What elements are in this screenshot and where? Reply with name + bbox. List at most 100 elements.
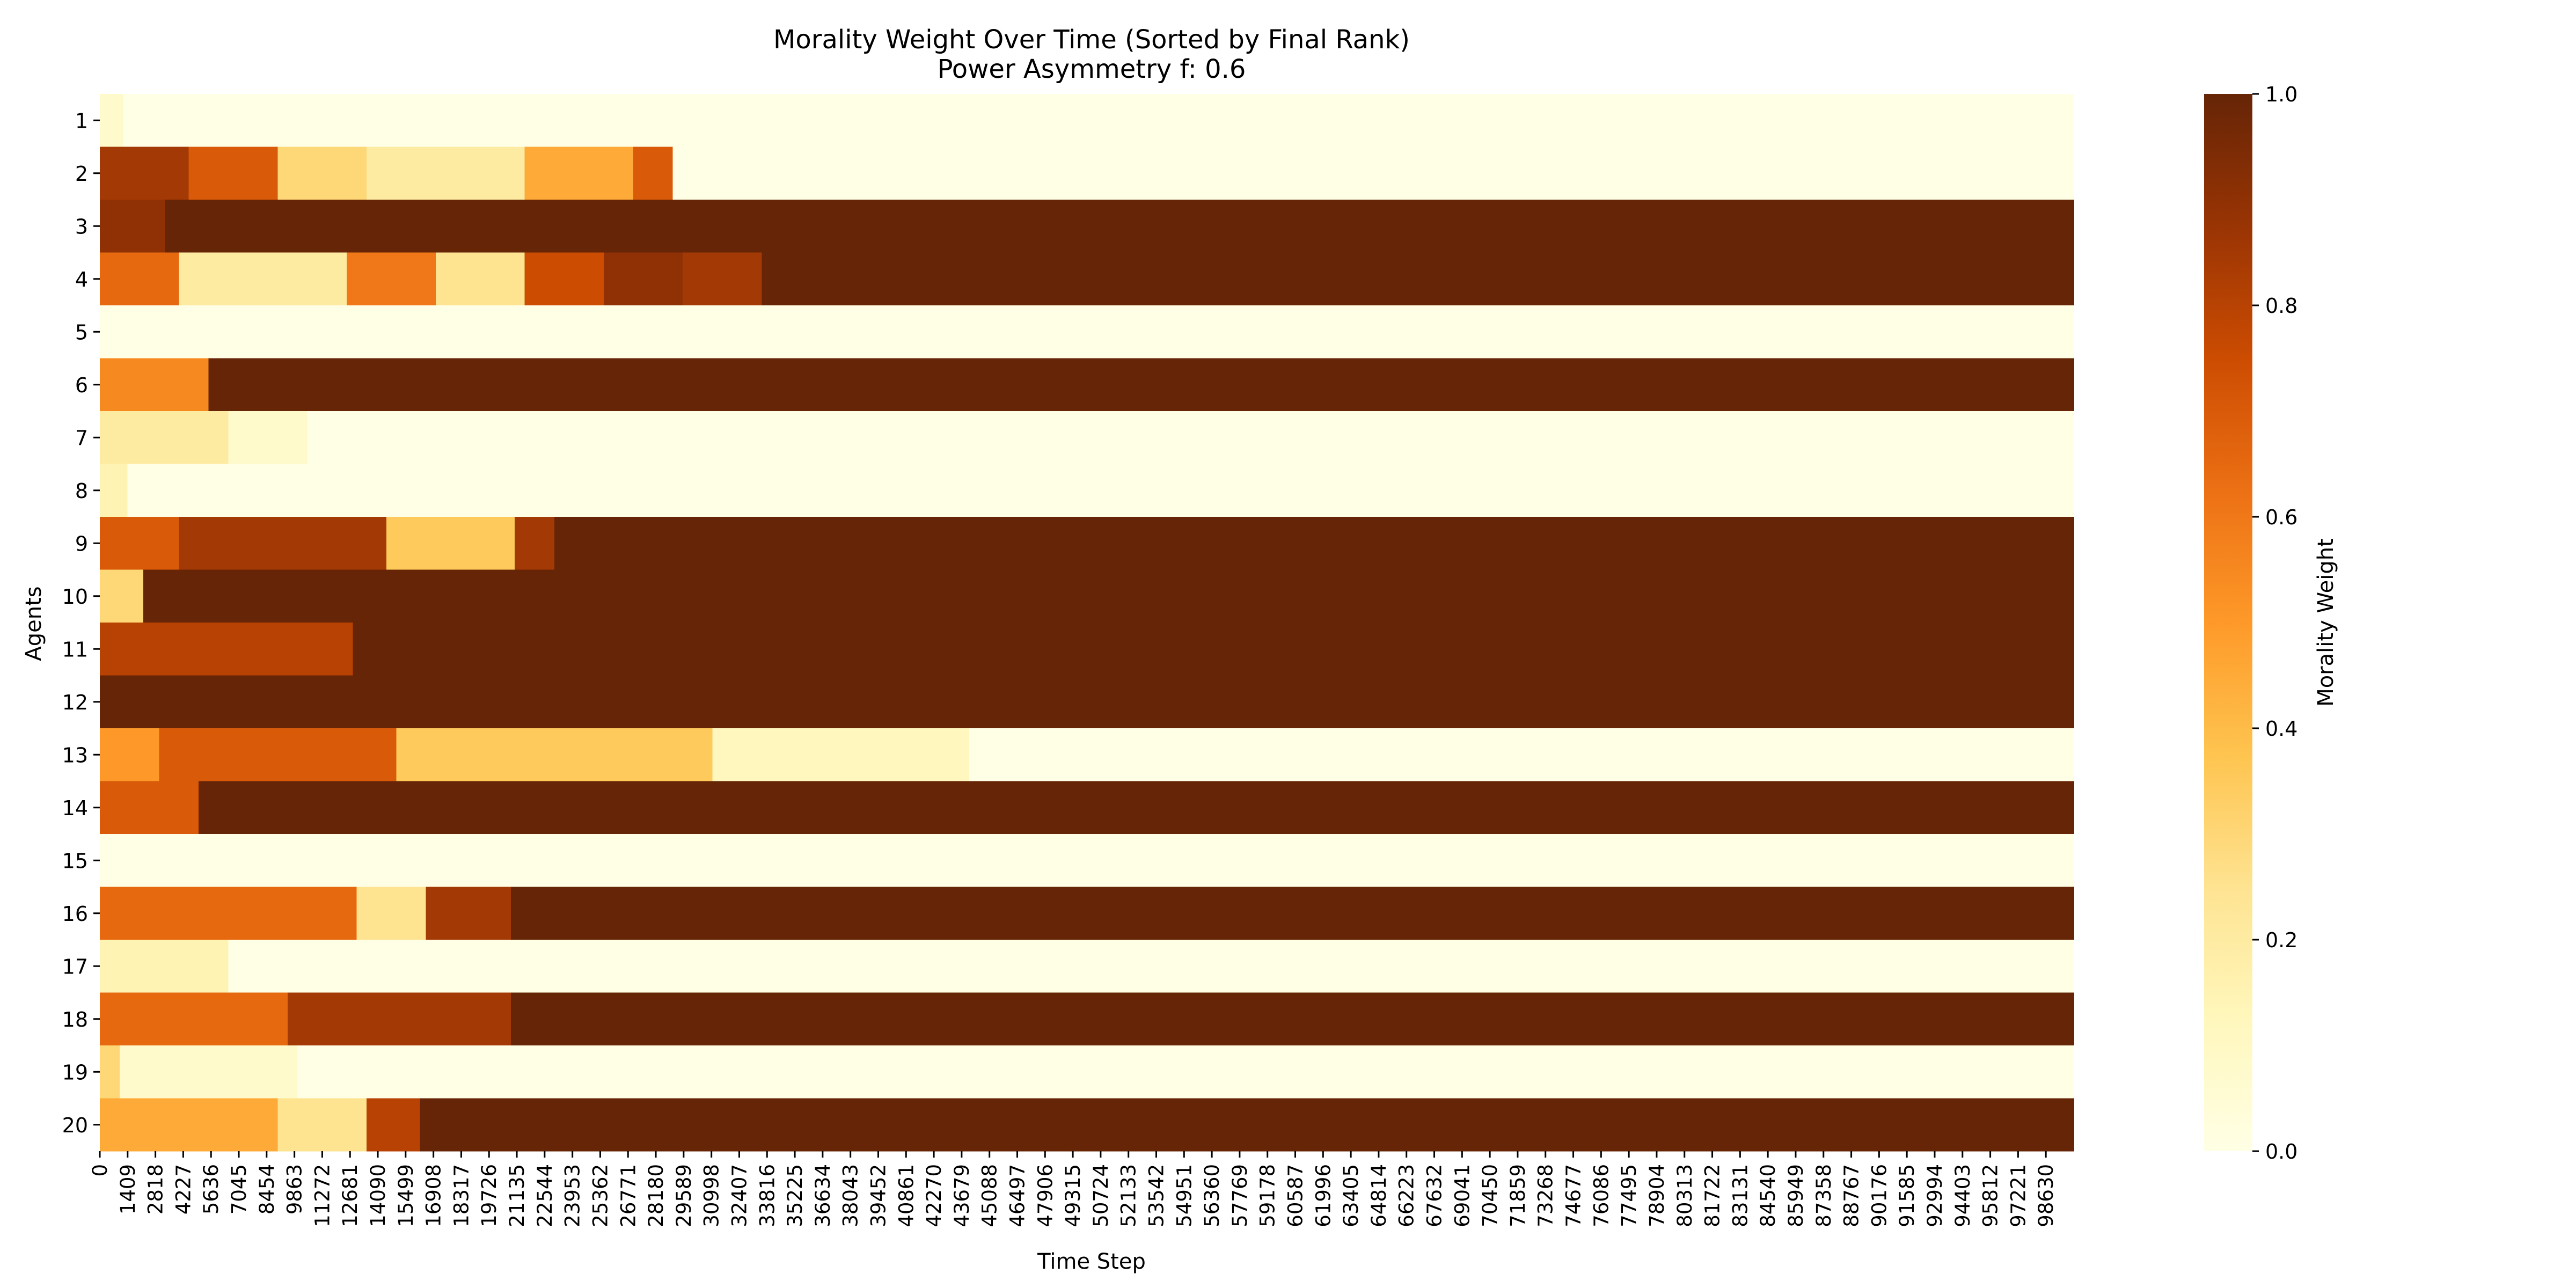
heatmap-cell-agent-2-seg-6 (672, 147, 2074, 200)
heatmap-cell-agent-2-seg-3 (367, 147, 525, 200)
x-tick-label: 28180 (645, 1164, 668, 1227)
heatmap-cell-agent-16-seg-1 (356, 887, 427, 940)
heatmap-cell-agent-9-seg-3 (515, 517, 555, 570)
heatmap-cell-agent-16-seg-3 (510, 887, 2074, 940)
heatmap-cell-agent-13-seg-4 (969, 728, 2074, 782)
x-tick-label: 39452 (867, 1164, 890, 1227)
y-tick-label: 13 (62, 743, 88, 767)
colorbar-tick-label: 0.4 (2265, 717, 2297, 741)
heatmap-cell-agent-11-seg-0 (100, 623, 354, 676)
colorbar-label: Morality Weight (2314, 538, 2338, 707)
x-tick-label: 47906 (1034, 1164, 1057, 1227)
colorbar-ticks: 0.0 0.2 0.4 0.6 0.8 1.0 (2252, 83, 2297, 1163)
x-tick-label: 36634 (811, 1164, 835, 1227)
y-tick-label: 19 (62, 1060, 88, 1084)
heatmap-cell-agent-20-seg-3 (420, 1098, 2074, 1152)
heatmap-cell-agent-4-seg-1 (179, 252, 348, 306)
heatmap-cell-agent-19-seg-2 (297, 1045, 2074, 1099)
colorbar-tick-label: 0.0 (2265, 1140, 2297, 1163)
heatmap-cell-agent-17-seg-0 (100, 940, 229, 993)
heatmap-cell-agent-17-seg-1 (228, 940, 2074, 993)
x-tick-label: 78904 (1645, 1164, 1668, 1227)
heatmap-cell-agent-1-seg-1 (123, 94, 2074, 148)
heatmap-cell-agent-2-seg-0 (100, 147, 189, 200)
x-tick-label: 95812 (1979, 1164, 2002, 1227)
heatmap-cell-agent-19-seg-0 (100, 1045, 120, 1099)
heatmap-cell-agent-8-seg-0 (100, 464, 128, 517)
heatmap-cell-agent-3-seg-0 (100, 200, 166, 253)
x-tick-label: 12681 (339, 1164, 362, 1227)
y-axis-label: Agents (21, 586, 46, 661)
heatmap-cell-agent-2-seg-2 (277, 147, 367, 200)
x-tick-label: 98630 (2035, 1164, 2058, 1227)
x-tick-label: 11272 (311, 1164, 334, 1227)
heatmap-cell-agent-13-seg-0 (100, 728, 160, 782)
heatmap-cell-agent-16-seg-2 (426, 887, 511, 940)
x-tick-label: 42270 (923, 1164, 946, 1227)
x-tick-label: 22544 (533, 1164, 557, 1227)
y-tick-label: 10 (62, 585, 88, 609)
x-tick-label: 45088 (978, 1164, 1001, 1227)
x-tick-label: 66223 (1395, 1164, 1418, 1227)
heatmap-cell-agent-2-seg-5 (633, 147, 674, 200)
x-tick-label: 88767 (1840, 1164, 1863, 1227)
x-tick-label: 90176 (1868, 1164, 1891, 1227)
x-tick-label: 18317 (450, 1164, 473, 1227)
heatmap-cell-agent-4-seg-3 (435, 252, 525, 306)
x-tick-label: 29589 (672, 1164, 696, 1227)
heatmap-cell-agent-18-seg-1 (287, 992, 511, 1046)
heatmap-cell-agent-7-seg-2 (307, 411, 2074, 465)
heatmap-cell-agent-4-seg-6 (683, 252, 763, 306)
heatmap-cell-agent-20-seg-0 (100, 1098, 279, 1152)
y-tick-label: 17 (62, 955, 88, 978)
x-tick-label: 61996 (1312, 1164, 1335, 1227)
colorbar-tick-label: 0.8 (2265, 294, 2297, 318)
x-tick-label: 32407 (728, 1164, 751, 1227)
heatmap-cell-agent-10-seg-0 (100, 569, 144, 623)
colorbar-tick-label: 1.0 (2265, 83, 2297, 106)
y-tick-label: 1 (75, 109, 88, 133)
x-tick-label: 69041 (1451, 1164, 1474, 1227)
x-tick-label: 0 (89, 1164, 112, 1177)
y-tick-label: 14 (62, 796, 88, 820)
x-tick-label: 49315 (1062, 1164, 1085, 1227)
y-tick-label: 12 (62, 691, 88, 714)
y-tick-label: 3 (75, 215, 88, 238)
colorbar-tick-label: 0.6 (2265, 506, 2297, 529)
heatmap-cell-agent-13-seg-2 (396, 728, 713, 782)
y-tick-label: 4 (75, 268, 88, 291)
x-tick-label: 4227 (172, 1164, 195, 1214)
x-tick-label: 64814 (1367, 1164, 1391, 1227)
y-tick-label: 18 (62, 1008, 88, 1031)
y-tick-label: 7 (75, 426, 88, 450)
x-tick-label: 67632 (1423, 1164, 1446, 1227)
heatmap-cell-agent-6-seg-1 (208, 358, 2074, 412)
heatmap-cell-agent-20-seg-1 (277, 1098, 367, 1152)
heatmap-cell-agent-15-seg-0 (100, 834, 2074, 888)
x-tick-label: 35225 (784, 1164, 807, 1227)
x-tick-label: 77495 (1618, 1164, 1641, 1227)
x-tick-label: 7045 (228, 1164, 251, 1214)
x-tick-label: 59178 (1256, 1164, 1279, 1227)
x-tick-label: 43679 (950, 1164, 974, 1227)
x-tick-label: 87358 (1812, 1164, 1835, 1227)
heatmap-cell-agent-1-seg-0 (100, 94, 124, 148)
x-tick-label: 52133 (1117, 1164, 1140, 1227)
x-tick-label: 30998 (700, 1164, 723, 1227)
x-tick-label: 16908 (422, 1164, 445, 1227)
heatmap-cell-agent-7-seg-1 (228, 411, 308, 465)
heatmap-cell-agent-14-seg-0 (100, 781, 199, 835)
x-tick-label: 21135 (506, 1164, 529, 1227)
x-axis: 0 1409 2818 4227 5636 7045 8454 9863 11272 12681 1… (89, 1151, 2058, 1227)
heatmap-cell-agent-9-seg-2 (386, 517, 515, 570)
x-tick-label: 94403 (1951, 1164, 1974, 1227)
heatmap-cell-agent-2-seg-4 (524, 147, 634, 200)
heatmap-cell-agent-16-seg-0 (100, 887, 357, 940)
x-tick-label: 8454 (255, 1164, 279, 1214)
y-tick-label: 20 (62, 1114, 88, 1137)
x-tick-label: 23953 (561, 1164, 584, 1227)
heatmap-cell-agent-4-seg-4 (524, 252, 604, 306)
heatmap-cell-agent-4-seg-2 (347, 252, 436, 306)
heatmap-cell-agent-3-seg-1 (165, 200, 2074, 253)
